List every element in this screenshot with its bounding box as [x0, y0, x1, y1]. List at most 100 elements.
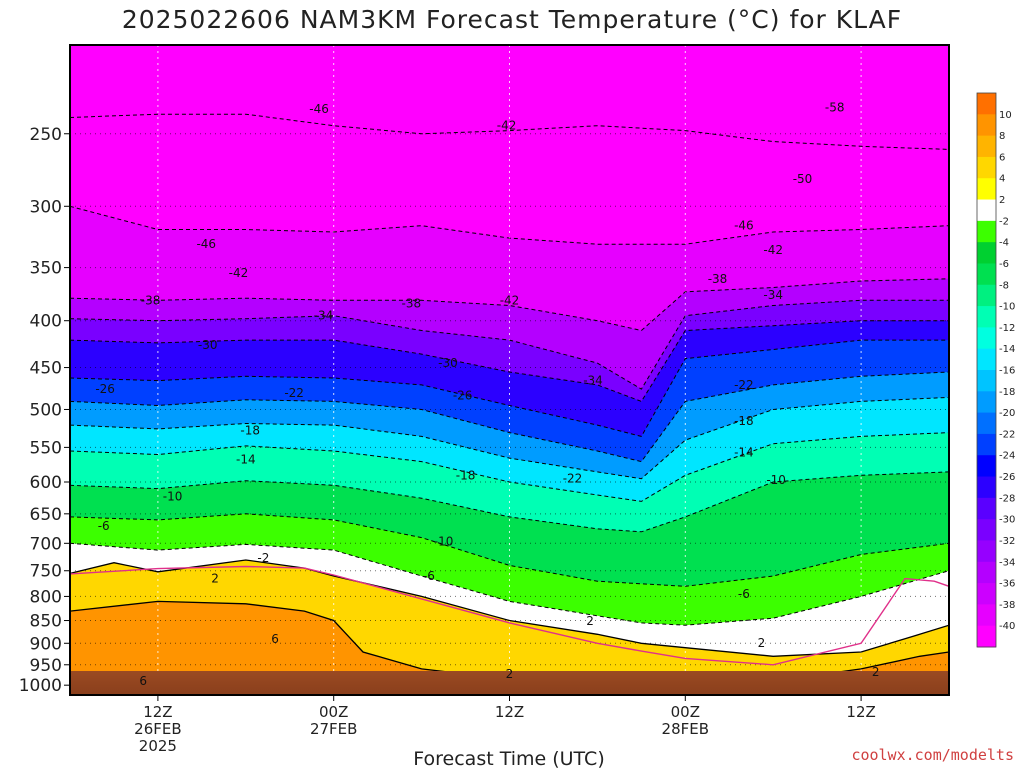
svg-text:6: 6: [139, 674, 147, 688]
colorbar-swatch: [977, 455, 996, 478]
y-tick: 750: [30, 562, 70, 582]
contour-label: -58: [825, 100, 845, 114]
y-tick-label: 350: [30, 259, 62, 279]
contour-label: -34: [314, 309, 334, 323]
contour-label: -30: [438, 356, 458, 370]
x-tick-label: 00Z: [319, 703, 348, 721]
colorbar-label: 8: [999, 131, 1005, 142]
colorbar-swatch: [977, 306, 996, 328]
y-tick: 250: [30, 125, 70, 145]
colorbar-swatch: [977, 242, 996, 264]
isotherm-contours: [70, 113, 949, 684]
contour-label: -2: [257, 551, 269, 565]
credit-text: coolwx.com/modelts: [851, 746, 1014, 764]
isotherm-line: [70, 339, 949, 437]
svg-text:-38: -38: [402, 296, 422, 310]
contour-label: -50: [793, 172, 813, 186]
colorbar-swatch: [977, 327, 996, 350]
colorbar-swatch: [977, 412, 996, 435]
svg-text:-2: -2: [257, 551, 269, 565]
x-tick: 12Z: [495, 695, 524, 721]
y-tick: 500: [30, 400, 70, 420]
chart-title: 2025022606 NAM3KM Forecast Temperature (…: [122, 5, 902, 34]
contour-label: -26: [453, 389, 473, 403]
contour-label: -30: [198, 338, 218, 352]
svg-text:-18: -18: [240, 423, 260, 437]
colorbar-label: -10: [999, 302, 1015, 313]
y-tick-label: 950: [30, 656, 62, 676]
colorbar-swatch: [977, 199, 996, 222]
contour-label: -38: [708, 272, 728, 286]
colorbar: -40-38-36-34-32-30-28-26-24-22-20-18-16-…: [976, 92, 1015, 648]
y-tick-label: 600: [30, 473, 62, 493]
svg-text:-26: -26: [453, 389, 473, 403]
svg-text:-46: -46: [196, 237, 216, 251]
colorbar-label: -8: [999, 280, 1009, 291]
isotherm-line: [70, 320, 949, 403]
contour-label: -46: [309, 102, 329, 116]
y-tick-label: 700: [30, 534, 62, 554]
contour-label: -22: [563, 472, 583, 486]
temperature-bands: [70, 114, 949, 695]
colorbar-label: -20: [999, 408, 1015, 419]
y-tick: 400: [30, 312, 70, 332]
svg-text:-22: -22: [734, 378, 754, 392]
svg-text:-6: -6: [423, 569, 435, 583]
colorbar-label: -38: [999, 600, 1015, 611]
colorbar-swatch: [977, 93, 996, 115]
isotherm-line: [70, 432, 949, 502]
contour-label: -46: [734, 219, 754, 233]
svg-text:2: 2: [211, 572, 219, 586]
svg-text:2: 2: [586, 614, 594, 628]
colorbar-swatch: [977, 370, 996, 392]
colorbar-swatch: [977, 348, 996, 371]
colorbar-swatch: [977, 263, 996, 286]
x-tick-label: 00Z: [671, 703, 700, 721]
svg-text:2: 2: [872, 665, 880, 679]
contour-label: -10: [163, 489, 183, 503]
y-axis: 2503003504004505005506006507007508008509…: [19, 125, 70, 696]
colorbar-label: -18: [999, 387, 1015, 398]
isotherm-line: [70, 371, 949, 463]
colorbar-swatch: [977, 284, 996, 307]
y-tick: 700: [30, 534, 70, 554]
svg-text:-50: -50: [793, 172, 813, 186]
contour-label: 2: [758, 636, 766, 650]
freezing-level: [70, 565, 949, 666]
y-tick-label: 1000: [19, 676, 62, 696]
y-tick-label: 850: [30, 612, 62, 632]
svg-text:2: 2: [758, 636, 766, 650]
svg-text:-26: -26: [95, 382, 115, 396]
svg-text:-42: -42: [763, 243, 783, 257]
freezing-level-line: [70, 565, 949, 666]
x-tick-label: 12Z: [846, 703, 875, 721]
colorbar-label: -40: [999, 621, 1015, 632]
svg-text:-42: -42: [500, 293, 520, 307]
svg-text:-46: -46: [309, 102, 329, 116]
contour-label: -26: [95, 382, 115, 396]
colorbar-label: -22: [999, 429, 1015, 440]
isotherm-line: [70, 396, 949, 480]
contour-label: 2: [586, 614, 594, 628]
colorbar-swatch: [977, 433, 996, 456]
colorbar-label: 4: [999, 174, 1005, 185]
colorbar-label: -2: [999, 216, 1009, 227]
svg-text:-22: -22: [563, 472, 583, 486]
svg-text:-38: -38: [708, 272, 728, 286]
y-tick-label: 300: [30, 197, 62, 217]
svg-text:-42: -42: [497, 119, 517, 133]
y-tick: 850: [30, 612, 70, 632]
colorbar-frame: [976, 92, 997, 648]
colorbar-swatch: [977, 519, 996, 541]
y-tick-label: 750: [30, 562, 62, 582]
contour-label: -42: [500, 293, 520, 307]
colorbar-swatch: [977, 540, 996, 563]
y-tick: 650: [30, 505, 70, 525]
colorbar-label: -24: [999, 451, 1015, 462]
contour-labels: -46 -42 -58 -50 -46 -46 -42 -42 -38 -38 -42 -38 -34 -…: [95, 100, 879, 688]
svg-text:-58: -58: [825, 100, 845, 114]
y-tick-label: 400: [30, 312, 62, 332]
svg-text:-22: -22: [284, 386, 304, 400]
